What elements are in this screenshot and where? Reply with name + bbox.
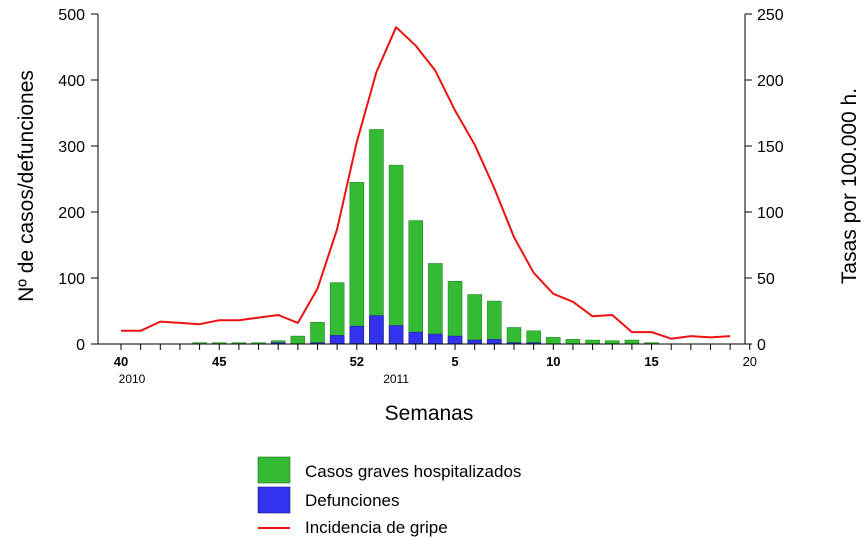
x-tick-label-52: 52 <box>350 354 364 369</box>
x-tick-label-15: 15 <box>644 354 658 369</box>
bar-hospitalizados-week-1 <box>369 129 384 345</box>
y-right-tick-label-0: 0 <box>757 337 766 354</box>
x-tick-label-20: 20 <box>743 354 757 369</box>
axes-layer: 0 100 200 300 400 500 0 50 100 150 200 250 40 45 52 5 10… <box>58 7 784 386</box>
bar-defunciones-week-6 <box>467 339 482 345</box>
x-tick-label-5: 5 <box>451 354 458 369</box>
bar-defunciones-week-2 <box>388 325 404 345</box>
x-year-label-2011: 2011 <box>383 372 409 386</box>
bar-hospitalizados-week-50 <box>310 321 325 345</box>
y-right-tick-label-100: 100 <box>757 205 784 222</box>
bar-hospitalizados-week-5 <box>447 281 463 345</box>
y-left-tick-label-300: 300 <box>58 139 85 156</box>
bar-hospitalizados-week-4 <box>428 263 443 345</box>
x-tick-label-10: 10 <box>546 354 560 369</box>
y-right-tick-label-200: 200 <box>757 73 784 90</box>
legend-label-incidencia: Incidencia de gripe <box>305 518 448 537</box>
bar-hospitalizados-week-7 <box>487 300 502 345</box>
bar-defunciones-week-52 <box>349 325 365 345</box>
line-layer <box>121 26 731 340</box>
bar-defunciones-week-1 <box>369 315 384 345</box>
legend-label-hospitalizados: Casos graves hospitalizados <box>305 462 521 481</box>
y-left-tick-label-100: 100 <box>58 271 85 288</box>
bar-hospitalizados-week-8 <box>506 327 522 345</box>
x-axis-title: Semanas <box>385 402 474 425</box>
y-right-tick-label-50: 50 <box>757 271 775 288</box>
bar-defunciones-week-5 <box>447 335 463 345</box>
bar-defunciones-week-4 <box>428 333 443 345</box>
y-left-tick-label-400: 400 <box>58 73 85 90</box>
legend-swatch-defunciones <box>257 486 291 514</box>
x-tick-label-40: 40 <box>114 354 128 369</box>
line-incidencia-gripe <box>121 26 731 340</box>
bar-hospitalizados-week-14 <box>624 339 640 345</box>
bar-hospitalizados-week-10 <box>546 337 561 345</box>
bar-defunciones-week-51 <box>329 335 345 345</box>
bar-defunciones-week-7 <box>487 339 502 345</box>
x-tick-label-45: 45 <box>212 354 226 369</box>
x-year-label-2010: 2010 <box>119 372 146 386</box>
bar-defunciones-week-3 <box>408 331 423 345</box>
bar-hospitalizados-week-51 <box>329 282 345 345</box>
bar-hospitalizados-week-52 <box>349 182 365 345</box>
legend-swatch-hospitalizados <box>257 456 291 484</box>
bar-hospitalizados-week-49 <box>290 335 306 345</box>
bar-hospitalizados-week-3 <box>408 220 423 345</box>
legend: Casos graves hospitalizados Defunciones … <box>257 456 521 537</box>
y-axis-right-title: Tasas por 100.000 h. <box>838 88 861 284</box>
bar-hospitalizados-week-12 <box>585 339 600 345</box>
bars-layer <box>192 129 659 345</box>
bar-hospitalizados-week-6 <box>467 294 482 345</box>
bar-hospitalizados-week-2 <box>388 164 404 345</box>
y-left-tick-label-0: 0 <box>76 337 85 354</box>
legend-label-defunciones: Defunciones <box>305 491 400 510</box>
y-axis-left-title: Nº de casos/defunciones <box>15 70 38 302</box>
bar-hospitalizados-week-9 <box>526 330 541 345</box>
y-right-tick-label-250: 250 <box>757 7 784 24</box>
y-right-tick-label-150: 150 <box>757 139 784 156</box>
y-left-tick-label-200: 200 <box>58 205 85 222</box>
y-left-tick-label-500: 500 <box>58 7 85 24</box>
bar-hospitalizados-week-11 <box>565 339 581 345</box>
